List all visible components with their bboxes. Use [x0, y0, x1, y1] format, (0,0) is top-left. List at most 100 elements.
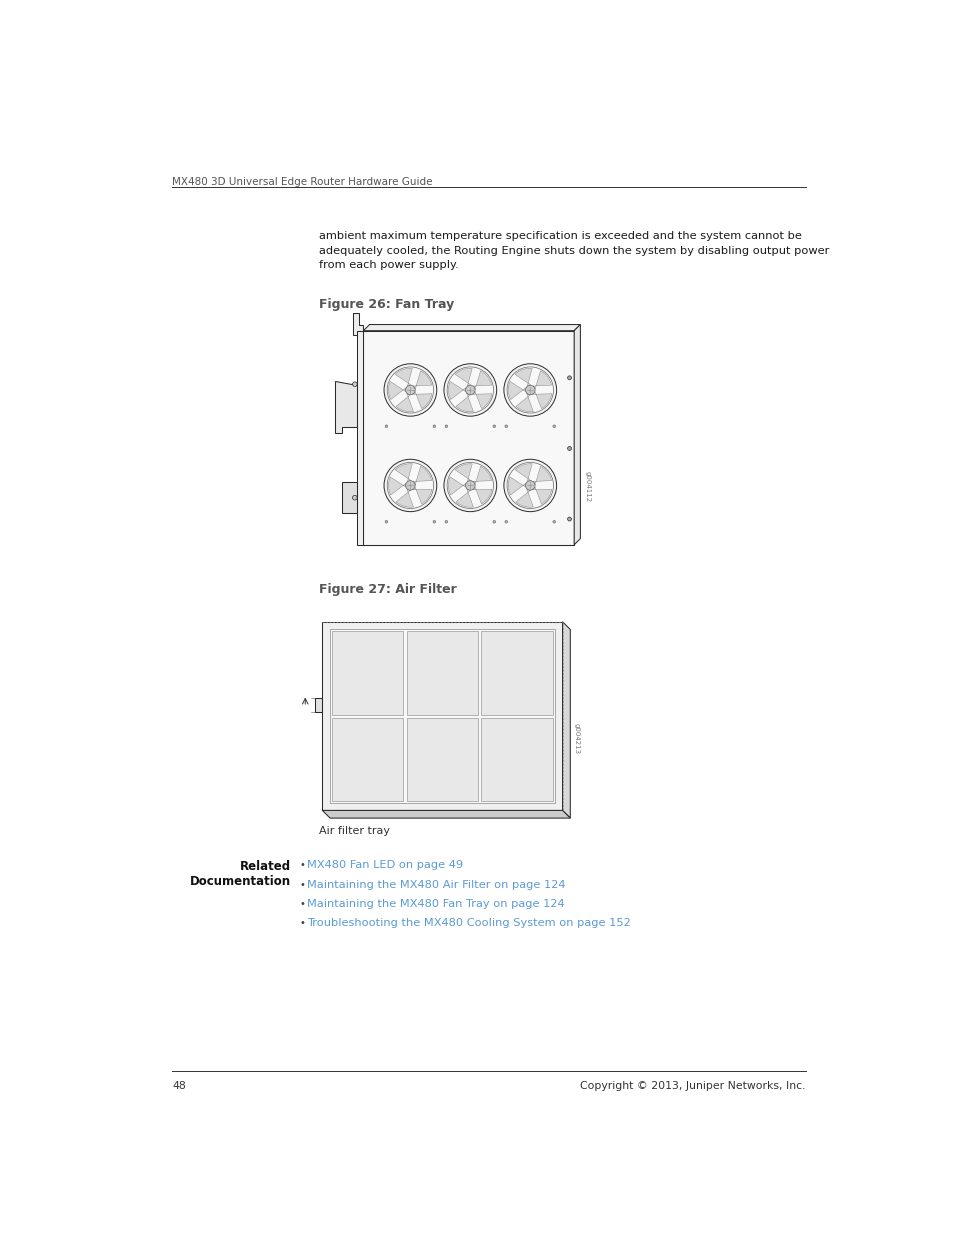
- Circle shape: [444, 425, 447, 427]
- Circle shape: [465, 385, 475, 395]
- Circle shape: [405, 480, 415, 490]
- Text: Documentation: Documentation: [190, 876, 291, 888]
- Polygon shape: [515, 368, 532, 387]
- Polygon shape: [456, 393, 473, 411]
- Polygon shape: [455, 463, 472, 482]
- Polygon shape: [413, 370, 432, 389]
- Polygon shape: [395, 368, 412, 387]
- Bar: [481, 631, 553, 715]
- Circle shape: [353, 495, 356, 500]
- Circle shape: [353, 382, 356, 387]
- Polygon shape: [341, 482, 356, 513]
- Circle shape: [447, 462, 493, 509]
- Circle shape: [525, 480, 535, 490]
- Polygon shape: [363, 325, 579, 331]
- Polygon shape: [516, 489, 533, 508]
- Text: 48: 48: [172, 1082, 186, 1092]
- Text: •: •: [298, 918, 305, 929]
- Text: MX480 3D Universal Edge Router Hardware Guide: MX480 3D Universal Edge Router Hardware …: [172, 178, 432, 188]
- Bar: [406, 631, 477, 715]
- Polygon shape: [388, 477, 406, 495]
- Text: •: •: [298, 899, 305, 909]
- Polygon shape: [412, 391, 432, 409]
- Text: Troubleshooting the MX480 Cooling System on page 152: Troubleshooting the MX480 Cooling System…: [307, 918, 630, 929]
- Polygon shape: [448, 477, 466, 495]
- Polygon shape: [314, 699, 322, 713]
- Polygon shape: [456, 489, 473, 508]
- Bar: [356, 331, 363, 545]
- Text: Figure 27: Air Filter: Figure 27: Air Filter: [319, 583, 456, 597]
- Circle shape: [567, 517, 571, 521]
- Polygon shape: [335, 380, 356, 433]
- Text: •: •: [298, 879, 305, 889]
- Polygon shape: [508, 382, 526, 399]
- Polygon shape: [395, 393, 413, 411]
- Bar: [332, 718, 403, 802]
- Circle shape: [447, 367, 493, 412]
- Text: •: •: [298, 861, 305, 871]
- Circle shape: [387, 367, 434, 412]
- Circle shape: [384, 364, 436, 416]
- Polygon shape: [473, 370, 491, 389]
- Circle shape: [567, 447, 571, 451]
- Text: g004112: g004112: [583, 471, 590, 501]
- Text: Maintaining the MX480 Fan Tray on page 124: Maintaining the MX480 Fan Tray on page 1…: [307, 899, 564, 909]
- Polygon shape: [395, 489, 413, 508]
- Polygon shape: [508, 477, 526, 495]
- Circle shape: [525, 385, 535, 395]
- Circle shape: [552, 425, 555, 427]
- Polygon shape: [448, 382, 466, 399]
- Circle shape: [405, 385, 415, 395]
- Polygon shape: [472, 391, 492, 409]
- Circle shape: [507, 367, 553, 412]
- Polygon shape: [515, 463, 532, 482]
- Bar: [363, 331, 574, 545]
- Polygon shape: [516, 393, 533, 411]
- Bar: [481, 718, 553, 802]
- Polygon shape: [574, 325, 579, 545]
- Polygon shape: [473, 467, 491, 485]
- Polygon shape: [562, 621, 570, 818]
- Bar: [330, 630, 555, 803]
- Polygon shape: [353, 312, 363, 335]
- Polygon shape: [322, 810, 570, 818]
- Text: Maintaining the MX480 Air Filter on page 124: Maintaining the MX480 Air Filter on page…: [307, 879, 565, 889]
- Circle shape: [387, 462, 434, 509]
- Circle shape: [567, 375, 571, 379]
- Circle shape: [493, 425, 496, 427]
- Circle shape: [433, 520, 436, 524]
- Circle shape: [465, 480, 475, 490]
- Circle shape: [503, 459, 556, 511]
- Polygon shape: [412, 487, 432, 504]
- Circle shape: [443, 459, 497, 511]
- Circle shape: [444, 520, 447, 524]
- Circle shape: [552, 520, 555, 524]
- Text: Related: Related: [240, 861, 291, 873]
- Circle shape: [503, 364, 556, 416]
- Polygon shape: [413, 467, 432, 485]
- Text: MX480 Fan LED on page 49: MX480 Fan LED on page 49: [307, 861, 462, 871]
- Circle shape: [504, 520, 507, 524]
- Text: Copyright © 2013, Juniper Networks, Inc.: Copyright © 2013, Juniper Networks, Inc.: [579, 1082, 805, 1092]
- Bar: [332, 631, 403, 715]
- Polygon shape: [395, 463, 412, 482]
- Bar: [322, 621, 562, 810]
- Text: Air filter tray: Air filter tray: [319, 826, 390, 836]
- Circle shape: [384, 459, 436, 511]
- Polygon shape: [532, 487, 551, 504]
- Circle shape: [385, 520, 388, 524]
- Polygon shape: [472, 487, 492, 504]
- Polygon shape: [388, 382, 406, 399]
- Polygon shape: [533, 370, 551, 389]
- Circle shape: [493, 520, 496, 524]
- Text: ambient maximum temperature specification is exceeded and the system cannot be
a: ambient maximum temperature specificatio…: [319, 231, 829, 270]
- Bar: [406, 718, 477, 802]
- Circle shape: [504, 425, 507, 427]
- Circle shape: [443, 364, 497, 416]
- Polygon shape: [532, 391, 551, 409]
- Circle shape: [507, 462, 553, 509]
- Circle shape: [385, 425, 388, 427]
- Polygon shape: [455, 368, 472, 387]
- Circle shape: [433, 425, 436, 427]
- Polygon shape: [533, 467, 551, 485]
